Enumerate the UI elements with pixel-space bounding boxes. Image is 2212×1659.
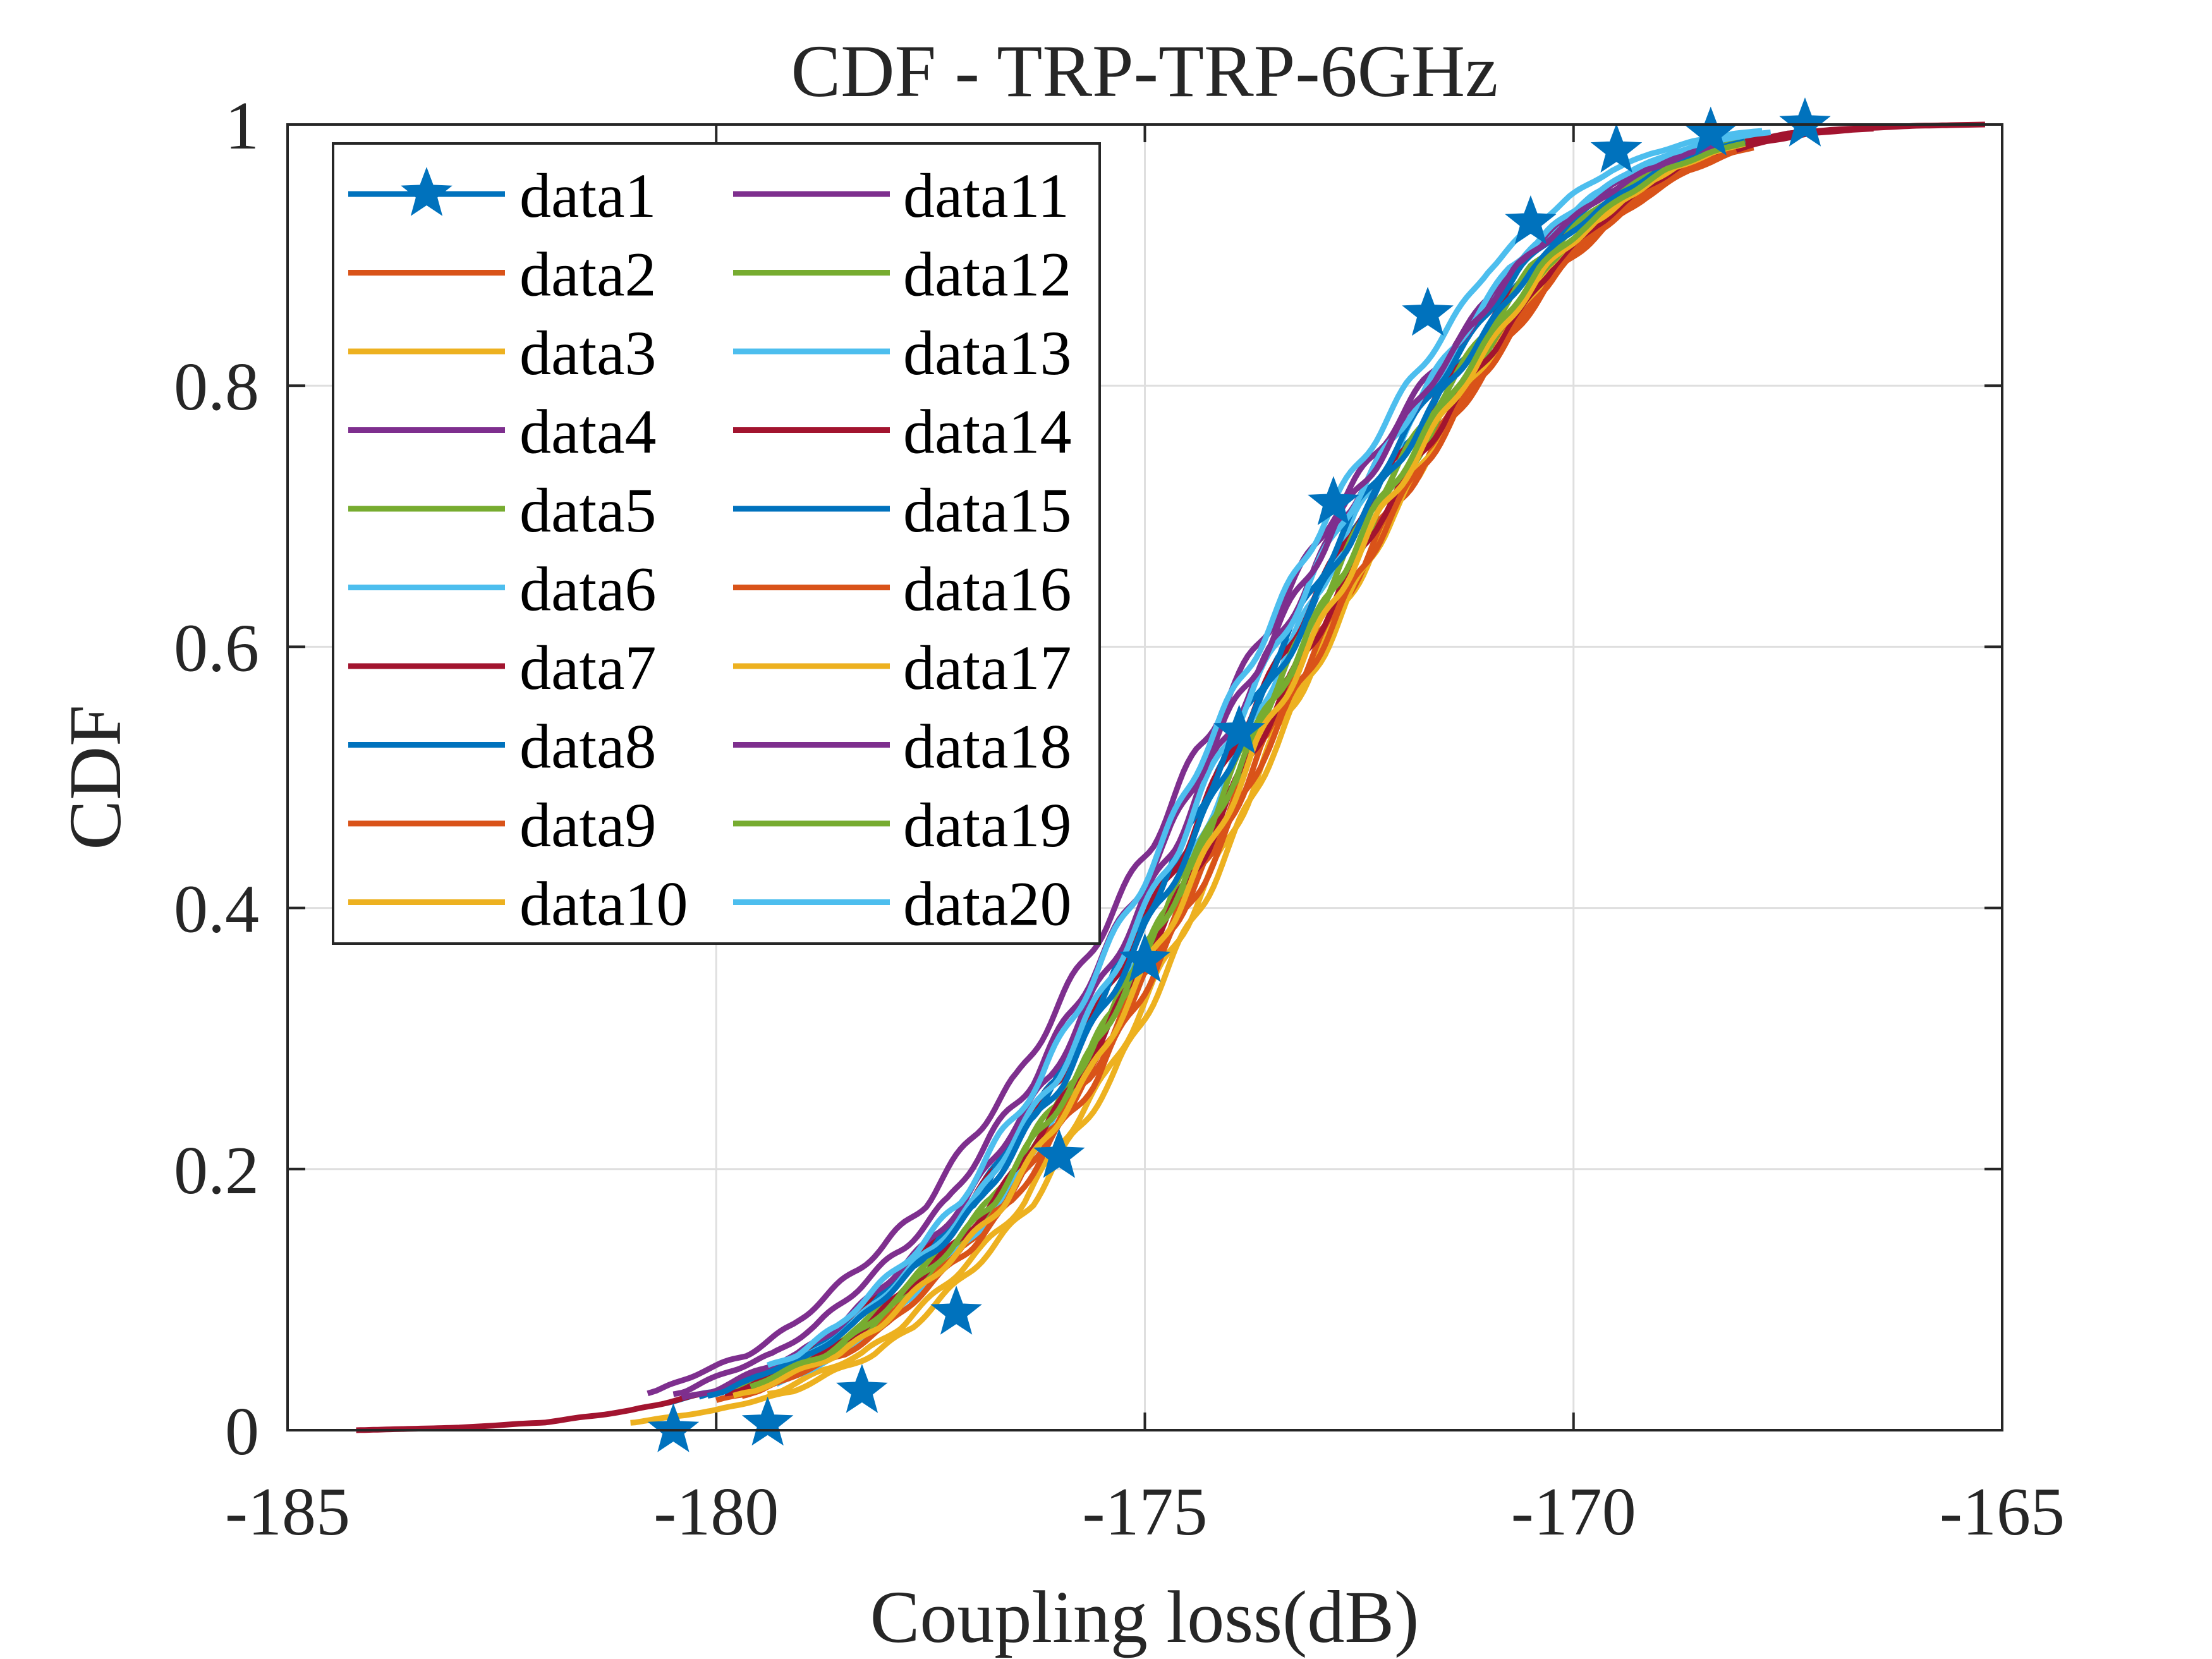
- legend-label-data13: data13: [903, 318, 1072, 388]
- legend-label-data11: data11: [903, 161, 1069, 231]
- legend-label-data10: data10: [520, 869, 688, 939]
- legend-label-data17: data17: [903, 633, 1072, 703]
- y-tick-label: 0.6: [174, 611, 259, 686]
- legend-label-data18: data18: [903, 712, 1072, 782]
- y-tick-label: 0.8: [174, 349, 259, 425]
- y-tick-label: 0.4: [174, 872, 259, 947]
- x-axis-label: Coupling loss(dB): [870, 1576, 1419, 1658]
- legend-box: [332, 142, 1101, 945]
- legend-label-data12: data12: [903, 240, 1072, 310]
- series-line-data16: [741, 148, 1737, 1399]
- chart-title: CDF - TRP-TRP-6GHz: [791, 30, 1498, 112]
- x-tick-label: -175: [1083, 1474, 1208, 1550]
- data1-star-marker: [1590, 123, 1643, 173]
- legend: data1 data2 data3 data4 data5 data6 data7 data8…: [332, 142, 1101, 945]
- legend-label-data14: data14: [903, 397, 1072, 467]
- legend-label-data19: data19: [903, 790, 1072, 860]
- legend-label-data4: data4: [520, 397, 657, 467]
- y-tick-label: 0: [225, 1394, 259, 1469]
- series-line-data17: [732, 141, 1746, 1399]
- x-tick-label: -180: [653, 1474, 779, 1550]
- tick-labels: -185 -180 -175 -170 -165 0 0.2 0.4 0.6 0.8 1: [174, 88, 2065, 1550]
- legend-star-icon: [401, 167, 453, 216]
- data1-star-marker: [1308, 476, 1359, 525]
- x-tick-label: -165: [1940, 1474, 2065, 1550]
- data1-star-marker: [1402, 286, 1454, 336]
- legend-label-data7: data7: [520, 633, 657, 703]
- series-line-data13: [783, 129, 1771, 1368]
- axes: [286, 123, 2003, 1431]
- series-line-data18: [672, 143, 1720, 1397]
- series-line-data15: [707, 138, 1746, 1399]
- legend-label-data20: data20: [903, 869, 1072, 939]
- data1-star-marker: [1033, 1129, 1085, 1178]
- data1-star-marker: [1119, 933, 1171, 982]
- legend-label-data15: data15: [903, 475, 1072, 545]
- legend-label-data16: data16: [903, 554, 1072, 624]
- data1-star-marker: [1779, 97, 1831, 147]
- y-axis-label: CDF: [54, 705, 137, 850]
- x-tick-label: -185: [225, 1474, 350, 1550]
- y-tick-label: 1: [225, 88, 259, 164]
- x-tick-label: -170: [1511, 1474, 1636, 1550]
- data1-star-marker: [836, 1364, 888, 1413]
- data1-star-marker: [930, 1285, 982, 1335]
- y-tick-label: 0.2: [174, 1133, 259, 1208]
- data1-star-marker: [1505, 195, 1557, 245]
- legend-label-data6: data6: [520, 554, 657, 624]
- data1-star-marker: [741, 1396, 794, 1446]
- legend-label-data9: data9: [520, 790, 657, 860]
- series-layer: [356, 97, 1985, 1452]
- legend-label-data8: data8: [520, 712, 657, 782]
- data1-star-marker: [1213, 704, 1265, 754]
- legend-label-data5: data5: [520, 475, 657, 545]
- series-line-data20: [767, 128, 1763, 1368]
- data1-star-marker: [647, 1403, 700, 1452]
- legend-label-data3: data3: [520, 318, 657, 388]
- legend-label-data1: data1: [520, 161, 657, 231]
- legend-label-data2: data2: [520, 240, 657, 310]
